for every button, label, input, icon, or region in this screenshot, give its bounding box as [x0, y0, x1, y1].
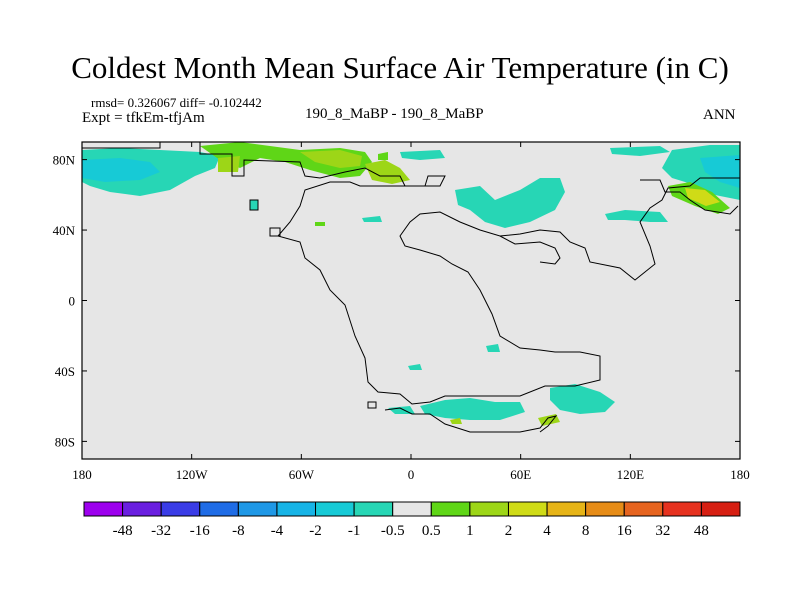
anomaly-patch-east-asia — [605, 210, 668, 222]
anomaly-patch-arctic-east — [610, 146, 670, 156]
colorbar-label: 2 — [505, 523, 513, 539]
experiment-line: Expt = tfkEm-tfjAm — [82, 110, 205, 126]
colorbar-label: 0.5 — [422, 523, 441, 539]
lon-tick-label: 120E — [617, 467, 645, 482]
lat-tick-label: 80N — [53, 153, 76, 168]
case-label: 190_8_MaBP - 190_8_MaBP — [305, 106, 484, 122]
anomaly-patch-greenland-core — [300, 150, 362, 168]
anomaly-patch-atlantic-pos — [315, 222, 325, 226]
colorbar-label: 1 — [466, 523, 474, 539]
colorbar-box — [430, 501, 471, 517]
lat-tick-label: 40N — [53, 223, 76, 238]
negative-anomaly-regions — [82, 145, 740, 420]
colorbar-box — [353, 501, 394, 517]
anomaly-patch-hudson — [250, 200, 258, 210]
colorbar-box — [469, 501, 509, 517]
lon-tick-label: 180 — [72, 467, 92, 482]
outline-island-small-2 — [269, 227, 281, 237]
colorbar: -48 -32 -16 -8 -4 -2 -1 -0.5 0.5 1 2 4 8 16 32 48 — [83, 501, 741, 539]
colorbar-box — [585, 501, 625, 517]
latitude-axis: 80N 40N 0 40S 80S — [53, 153, 740, 449]
colorbar-label: 8 — [582, 523, 590, 539]
stats-line: rmsd= 0.326067 diff= -0.102442 — [91, 95, 262, 110]
lon-tick-label: 180 — [730, 467, 750, 482]
colorbar-box — [623, 501, 664, 517]
colorbar-box — [160, 501, 201, 517]
colorbar-box — [546, 501, 587, 517]
anomaly-patch-greenland-west — [218, 156, 240, 172]
colorbar-label: -4 — [271, 523, 284, 539]
colorbar-box — [276, 501, 317, 517]
colorbar-box — [662, 501, 702, 517]
lat-tick-label: 80S — [55, 434, 75, 449]
season-label: ANN — [703, 107, 736, 123]
colorbar-label: -2 — [309, 523, 322, 539]
lon-tick-label: 120W — [176, 467, 209, 482]
outline-north-east — [640, 179, 739, 215]
page-title: Coldest Month Mean Surface Air Temperatu… — [71, 50, 729, 85]
longitude-axis: 180 120W 60W 0 60E 120E 180 — [72, 142, 750, 482]
anomaly-patch-indian-ocean — [486, 344, 500, 352]
colorbar-label: 4 — [543, 523, 551, 539]
anomaly-patch-south-ocean — [408, 364, 422, 370]
colorbar-label: 32 — [655, 523, 670, 539]
lat-tick-label: 0 — [69, 294, 76, 309]
colorbar-box — [315, 501, 355, 517]
colorbar-box — [237, 501, 278, 517]
colorbar-label: -1 — [348, 523, 361, 539]
anomaly-patch-scandinavia — [365, 160, 410, 184]
colorbar-box — [392, 501, 432, 517]
anomaly-patch-north-pacific-west-core — [82, 158, 160, 182]
outline-island-hudson — [249, 199, 259, 211]
colorbar-label: 48 — [694, 523, 709, 539]
outline-tethys-inner — [499, 235, 561, 265]
anomaly-patch-central-asia — [455, 178, 565, 228]
colorbar-label: -48 — [113, 523, 133, 539]
colorbar-label: -8 — [232, 523, 245, 539]
colorbar-box — [83, 501, 124, 517]
colorbar-label: 16 — [617, 523, 633, 539]
colorbar-box — [507, 501, 548, 517]
coastline-outlines — [82, 141, 740, 433]
outline-island-small-1 — [367, 401, 377, 409]
anomaly-patch-antarctic-east — [550, 384, 615, 414]
lat-tick-label: 40S — [55, 364, 75, 379]
anomaly-patch-north-pacific-east-core — [700, 155, 740, 188]
colorbar-label: -16 — [190, 523, 210, 539]
colorbar-label: -32 — [151, 523, 171, 539]
lon-tick-label: 60W — [289, 467, 315, 482]
outline-pangaea — [82, 141, 740, 405]
anomaly-patch-antarctic-main — [420, 398, 525, 420]
positive-anomaly-regions — [200, 142, 730, 426]
anomaly-patch-arctic-pos — [378, 152, 388, 160]
colorbar-box — [700, 501, 741, 517]
anomaly-patch-atlantic-small — [362, 216, 382, 222]
colorbar-label: -0.5 — [381, 523, 405, 539]
anomaly-patch-antarctic-pos-west — [450, 418, 462, 424]
colorbar-box — [199, 501, 239, 517]
anomaly-patch-north-asia-east-core — [685, 188, 720, 206]
colorbar-box — [122, 501, 162, 517]
lon-tick-label: 0 — [408, 467, 415, 482]
lon-tick-label: 60E — [510, 467, 531, 482]
outline-antarctic — [384, 407, 558, 433]
map-background — [82, 142, 740, 459]
anomaly-patch-arctic-mid — [400, 150, 445, 160]
